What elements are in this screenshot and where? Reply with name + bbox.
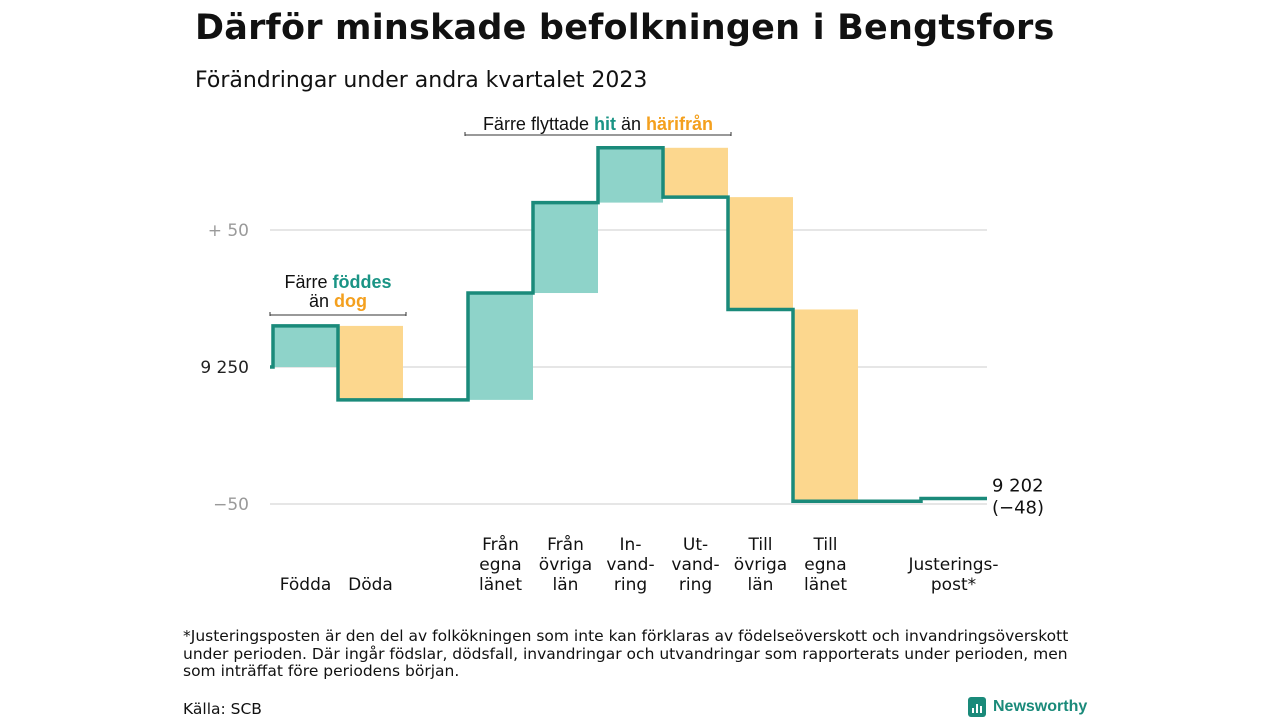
waterfall-bar	[533, 202, 598, 294]
waterfall-chart: + 509 250−509 202(−48)Födda DödaFrånegnal…	[200, 114, 1044, 595]
source-label: Källa: SCB	[183, 700, 262, 718]
brand-logo: Newsworthy	[968, 697, 1087, 717]
waterfall-bar	[663, 147, 728, 198]
category-label: In-	[620, 535, 642, 555]
y-tick-label: + 50	[208, 221, 249, 241]
annotation-text: Färre föddes	[284, 272, 391, 292]
category-label: vand-	[671, 555, 719, 575]
end-value-label: (−48)	[992, 498, 1044, 519]
y-tick-label: −50	[213, 495, 249, 515]
end-value-label: 9 202	[992, 476, 1044, 497]
waterfall-bar	[793, 309, 858, 502]
waterfall-bar	[338, 325, 403, 400]
waterfall-bar	[598, 147, 663, 203]
brand-name: Newsworthy	[993, 698, 1088, 715]
category-label: ring	[679, 575, 712, 595]
category-label: egna	[479, 555, 521, 575]
step-line	[270, 146, 987, 504]
category-label: länet	[804, 575, 847, 595]
category-label: Till	[812, 535, 837, 555]
annotation-text: Färre flyttade hit än härifrån	[483, 114, 713, 134]
annotation-text: än dog	[309, 291, 367, 311]
category-label: övriga	[539, 555, 592, 575]
category-label: länet	[479, 575, 522, 595]
chart-title: Därför minskade befolkningen i Bengtsfor…	[195, 8, 1055, 48]
category-label: ring	[614, 575, 647, 595]
newsworthy-icon	[968, 697, 986, 717]
category-label: län	[553, 575, 579, 595]
category-label: Från	[547, 534, 584, 555]
category-label: vand-	[606, 555, 654, 575]
category-label: post*	[931, 575, 976, 595]
category-label: Till	[747, 535, 772, 555]
category-label: Ut-	[683, 535, 708, 555]
category-label: egna	[804, 555, 846, 575]
footnote: *Justeringsposten är den del av folkökni…	[183, 627, 1069, 680]
chart-subtitle: Förändringar under andra kvartalet 2023	[195, 68, 648, 93]
category-label: län	[748, 575, 774, 595]
category-label: övriga	[734, 555, 787, 575]
category-label: Döda	[348, 575, 393, 595]
waterfall-bar	[273, 325, 338, 367]
y-tick-label: 9 250	[200, 358, 249, 378]
category-label: Från	[482, 534, 519, 555]
waterfall-bar	[728, 197, 793, 310]
category-label: Justerings-	[907, 555, 998, 575]
waterfall-bar	[468, 293, 533, 400]
category-label: Födda	[280, 575, 332, 595]
